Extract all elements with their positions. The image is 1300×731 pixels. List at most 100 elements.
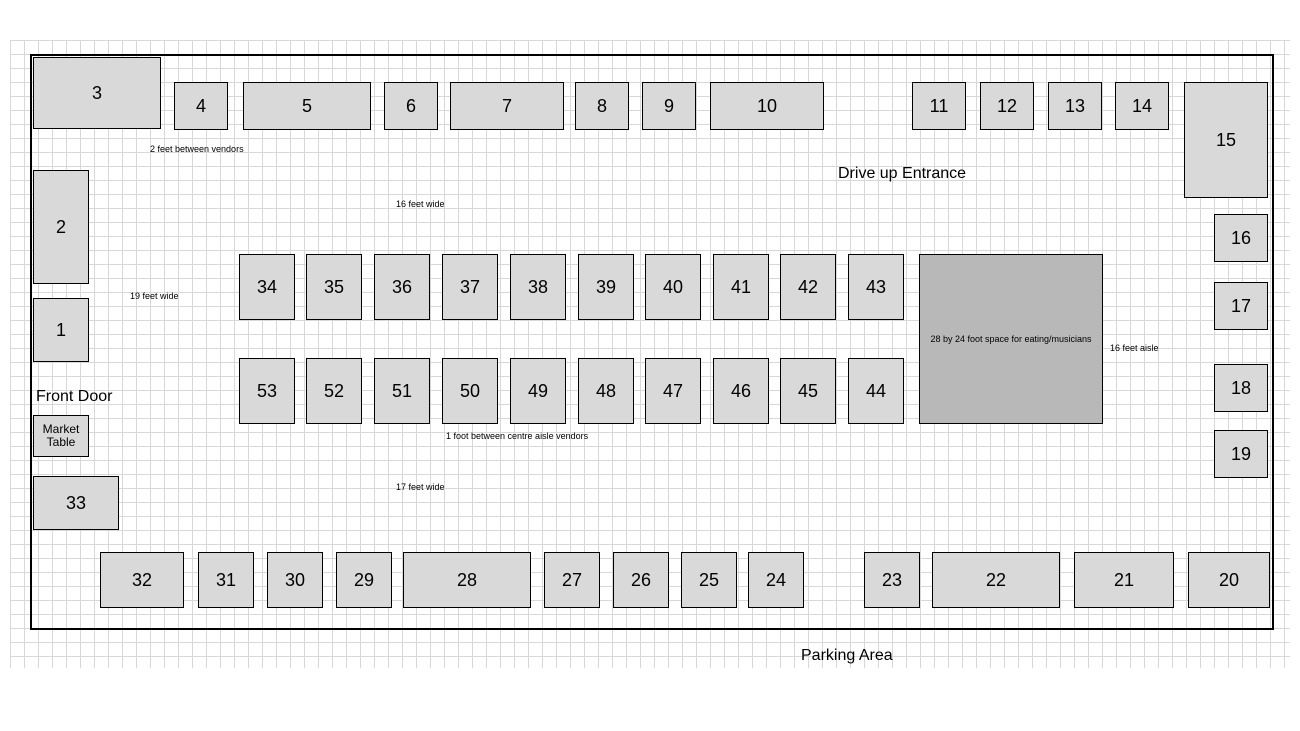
booth-label: 52: [324, 381, 344, 402]
booth-18: 18: [1214, 364, 1268, 412]
booth-20: 20: [1188, 552, 1270, 608]
eating-musicians-label: 28 by 24 foot space for eating/musicians: [930, 334, 1091, 344]
booth-36: 36: [374, 254, 430, 320]
booth-25: 25: [681, 552, 737, 608]
booth-label: 53: [257, 381, 277, 402]
booth-label: 23: [882, 570, 902, 591]
booth-label: 30: [285, 570, 305, 591]
booth-3: 3: [33, 57, 161, 129]
booth-32: 32: [100, 552, 184, 608]
booth-44: 44: [848, 358, 904, 424]
annotation-drive-up-entrance: Drive up Entrance: [838, 165, 966, 183]
booth-label: 43: [866, 277, 886, 298]
booth-label: 42: [798, 277, 818, 298]
booth-label: 24: [766, 570, 786, 591]
booth-52: 52: [306, 358, 362, 424]
annotation-parking-area: Parking Area: [801, 647, 893, 665]
booth-24: 24: [748, 552, 804, 608]
booth-label: 17: [1231, 296, 1251, 317]
booth-label: 12: [997, 96, 1017, 117]
booth-label: 26: [631, 570, 651, 591]
booth-11: 11: [912, 82, 966, 130]
booth-label: 18: [1231, 378, 1251, 399]
booth-label: 33: [66, 493, 86, 514]
booth-label: 4: [196, 96, 206, 117]
booth-26: 26: [613, 552, 669, 608]
booth-label: 6: [406, 96, 416, 117]
booth-5: 5: [243, 82, 371, 130]
booth-30: 30: [267, 552, 323, 608]
booth-label: 29: [354, 570, 374, 591]
booth-label: 44: [866, 381, 886, 402]
booth-35: 35: [306, 254, 362, 320]
booth-40: 40: [645, 254, 701, 320]
booth-label: 15: [1216, 130, 1236, 151]
booth-7: 7: [450, 82, 564, 130]
booth-17: 17: [1214, 282, 1268, 330]
annotation-16-feet-aisle: 16 feet aisle: [1110, 343, 1159, 353]
booth-label: 13: [1065, 96, 1085, 117]
booth-label: 7: [502, 96, 512, 117]
booth-label: 22: [986, 570, 1006, 591]
booth-21: 21: [1074, 552, 1174, 608]
booth-13: 13: [1048, 82, 1102, 130]
booth-48: 48: [578, 358, 634, 424]
booth-label: 47: [663, 381, 683, 402]
booth-label: 27: [562, 570, 582, 591]
booth-22: 22: [932, 552, 1060, 608]
booth-45: 45: [780, 358, 836, 424]
booth-43: 43: [848, 254, 904, 320]
booth-34: 34: [239, 254, 295, 320]
booth-31: 31: [198, 552, 254, 608]
booth-27: 27: [544, 552, 600, 608]
booth-label: 37: [460, 277, 480, 298]
booth-label: 50: [460, 381, 480, 402]
booth-label: 20: [1219, 570, 1239, 591]
booth-51: 51: [374, 358, 430, 424]
booth-19: 19: [1214, 430, 1268, 478]
booth-9: 9: [642, 82, 696, 130]
booth-label: 25: [699, 570, 719, 591]
booth-market-table: MarketTable: [33, 415, 89, 457]
booth-label: 16: [1231, 228, 1251, 249]
booth-label: 14: [1132, 96, 1152, 117]
booth-41: 41: [713, 254, 769, 320]
booth-label: 3: [92, 83, 102, 104]
booth-label: 11: [930, 96, 949, 117]
booth-6: 6: [384, 82, 438, 130]
booth-10: 10: [710, 82, 824, 130]
booth-label: 40: [663, 277, 683, 298]
booth-53: 53: [239, 358, 295, 424]
booth-50: 50: [442, 358, 498, 424]
booth-label: 32: [132, 570, 152, 591]
annotation-16-feet-wide: 16 feet wide: [396, 199, 445, 209]
booth-label: 48: [596, 381, 616, 402]
booth-33: 33: [33, 476, 119, 530]
booth-label: 34: [257, 277, 277, 298]
booth-label: 45: [798, 381, 818, 402]
annotation-19-feet-wide: 19 feet wide: [130, 291, 179, 301]
booth-label: 1: [56, 320, 66, 341]
booth-4: 4: [174, 82, 228, 130]
annotation-2-feet-between-vendors: 2 feet between vendors: [150, 144, 244, 154]
booth-12: 12: [980, 82, 1034, 130]
booth-42: 42: [780, 254, 836, 320]
booth-label: 10: [757, 96, 777, 117]
booth-1: 1: [33, 298, 89, 362]
booth-46: 46: [713, 358, 769, 424]
booth-label: 49: [528, 381, 548, 402]
booth-label: 19: [1231, 444, 1251, 465]
booth-14: 14: [1115, 82, 1169, 130]
booth-label: 5: [302, 96, 312, 117]
booth-label: 39: [596, 277, 616, 298]
booth-label: 28: [457, 570, 477, 591]
booth-47: 47: [645, 358, 701, 424]
booth-label: 38: [528, 277, 548, 298]
booth-8: 8: [575, 82, 629, 130]
booth-label: 51: [392, 381, 412, 402]
booth-37: 37: [442, 254, 498, 320]
booth-15: 15: [1184, 82, 1268, 198]
booth-16: 16: [1214, 214, 1268, 262]
booth-label: 35: [324, 277, 344, 298]
booth-23: 23: [864, 552, 920, 608]
